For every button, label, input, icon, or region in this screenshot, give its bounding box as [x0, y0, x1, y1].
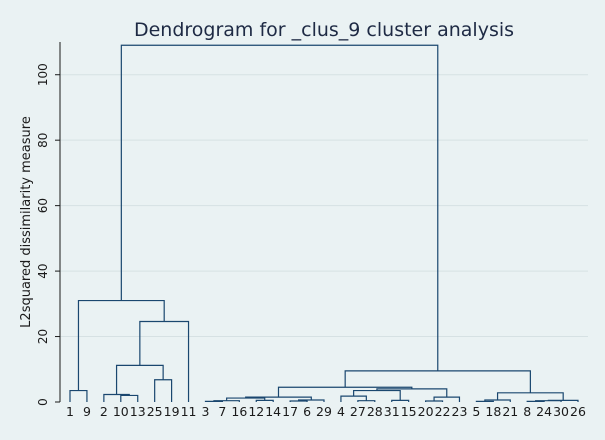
- merge-link: [475, 400, 494, 402]
- gridlines: [60, 74, 588, 338]
- leaf-label-20: 20: [418, 404, 434, 419]
- merge-link: [255, 399, 274, 402]
- y-axis-label: L2squared dissimilarity measure: [19, 116, 34, 328]
- y-tick-label: 40: [36, 263, 50, 278]
- leaf-label-19: 19: [164, 404, 180, 419]
- y-tick-label: 0: [36, 398, 50, 406]
- merge-link: [277, 386, 413, 398]
- leaf-label-11: 11: [181, 404, 197, 419]
- leaf-label-28: 28: [367, 404, 383, 419]
- y-tick-label: 20: [36, 329, 50, 344]
- leaf-label-26: 26: [570, 404, 586, 419]
- leaf-label-17: 17: [282, 404, 298, 419]
- merge-link: [226, 397, 266, 401]
- leaf-label-18: 18: [485, 404, 501, 419]
- leaf-label-2: 2: [100, 404, 108, 419]
- y-tick-label: 80: [36, 133, 50, 148]
- leaf-label-4: 4: [337, 404, 345, 419]
- merge-link: [69, 389, 88, 402]
- merge-link: [344, 370, 531, 393]
- leaf-label-13: 13: [130, 404, 146, 419]
- leaf-label-12: 12: [248, 404, 264, 419]
- leaf-label-3: 3: [201, 404, 209, 419]
- leaf-label-21: 21: [502, 404, 518, 419]
- merge-link: [425, 400, 444, 402]
- leaf-label-22: 22: [435, 404, 451, 419]
- y-tick-label: 100: [36, 63, 50, 86]
- merge-link: [154, 379, 173, 402]
- merge-link: [526, 400, 545, 402]
- leaf-label-7: 7: [218, 404, 226, 419]
- merge-link: [547, 399, 579, 402]
- merge-link: [289, 400, 308, 402]
- merge-link: [204, 400, 223, 402]
- leaf-label-31: 31: [384, 404, 400, 419]
- merge-link: [120, 394, 139, 402]
- merge-link: [433, 396, 461, 402]
- leaf-label-5: 5: [472, 404, 480, 419]
- leaf-label-10: 10: [113, 404, 129, 419]
- merge-link: [120, 44, 439, 371]
- leaf-label-8: 8: [523, 404, 531, 419]
- merge-link: [391, 399, 410, 402]
- merge-link: [103, 393, 130, 402]
- leaf-label-16: 16: [231, 404, 247, 419]
- merge-link: [496, 392, 564, 401]
- y-axis-ticks: 0 20 40 60 80 100: [36, 63, 60, 406]
- merge-link: [139, 320, 190, 402]
- y-tick-label: 60: [36, 198, 50, 213]
- leaf-label-25: 25: [147, 404, 163, 419]
- leaf-label-14: 14: [265, 404, 281, 419]
- leaf-label-27: 27: [350, 404, 366, 419]
- leaf-label-15: 15: [401, 404, 417, 419]
- leaf-label-6: 6: [303, 404, 311, 419]
- leaf-label-1: 1: [66, 404, 74, 419]
- chart-title: Dendrogram for _clus_9 cluster analysis: [134, 19, 514, 41]
- leaf-label-29: 29: [316, 404, 332, 419]
- merge-link: [357, 400, 376, 402]
- merge-link: [213, 400, 240, 402]
- merge-link: [353, 389, 401, 401]
- leaf-label-23: 23: [452, 404, 468, 419]
- merge-link: [77, 299, 165, 391]
- leaf-labels: 1 9 2 10 13 25 19 11 3 7 16 12 14 17 6 29 4 27 28 31 15 20 22 2…: [66, 404, 586, 419]
- dendrogram-links: [69, 44, 579, 402]
- merge-link: [245, 396, 312, 401]
- leaf-label-30: 30: [553, 404, 569, 419]
- leaf-label-24: 24: [536, 404, 552, 419]
- leaf-label-9: 9: [83, 404, 91, 419]
